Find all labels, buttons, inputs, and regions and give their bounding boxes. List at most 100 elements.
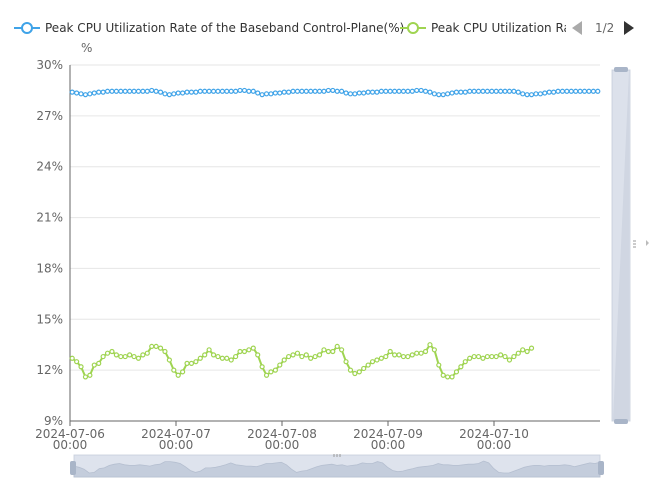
data-point[interactable]: [339, 347, 345, 353]
data-point[interactable]: [82, 374, 89, 380]
data-point[interactable]: [383, 353, 389, 360]
data-point[interactable]: [467, 355, 473, 361]
data-point[interactable]: [564, 88, 570, 94]
data-point[interactable]: [573, 88, 579, 94]
data-point[interactable]: [193, 359, 199, 365]
data-point[interactable]: [325, 87, 331, 94]
data-point[interactable]: [263, 372, 270, 378]
data-point[interactable]: [272, 367, 278, 373]
data-point[interactable]: [206, 88, 212, 94]
data-point[interactable]: [228, 357, 234, 363]
data-point[interactable]: [219, 88, 225, 94]
data-point[interactable]: [184, 89, 190, 95]
data-point[interactable]: [250, 88, 256, 94]
data-point[interactable]: [392, 88, 398, 94]
data-point[interactable]: [369, 359, 376, 365]
data-point[interactable]: [96, 89, 102, 95]
edge-collapse-icon[interactable]: [646, 240, 649, 246]
data-point[interactable]: [96, 360, 102, 366]
data-point[interactable]: [330, 348, 336, 355]
data-point[interactable]: [480, 355, 486, 361]
horizontal-slider-grip-icon[interactable]: [333, 454, 341, 457]
data-point[interactable]: [171, 91, 177, 97]
data-point[interactable]: [449, 374, 455, 380]
data-point[interactable]: [308, 355, 314, 361]
data-point[interactable]: [162, 348, 168, 355]
data-point[interactable]: [586, 88, 592, 94]
data-point[interactable]: [118, 353, 124, 360]
data-point[interactable]: [352, 91, 358, 97]
data-point[interactable]: [511, 353, 517, 360]
data-point[interactable]: [233, 353, 239, 360]
data-point[interactable]: [493, 88, 499, 94]
data-point[interactable]: [458, 364, 464, 370]
data-point[interactable]: [87, 372, 93, 378]
data-point[interactable]: [127, 88, 133, 94]
data-point[interactable]: [493, 353, 499, 360]
data-point[interactable]: [352, 370, 358, 377]
data-point[interactable]: [197, 88, 203, 94]
data-point[interactable]: [524, 348, 530, 355]
legend-prev-icon[interactable]: [572, 21, 582, 35]
data-point[interactable]: [193, 89, 199, 95]
horizontal-slider-handle-left[interactable]: [70, 461, 76, 475]
data-point[interactable]: [210, 88, 217, 94]
data-point[interactable]: [400, 353, 407, 360]
data-point[interactable]: [135, 88, 142, 94]
data-point[interactable]: [184, 360, 190, 366]
data-point[interactable]: [215, 88, 221, 94]
data-point[interactable]: [104, 88, 111, 94]
data-point[interactable]: [475, 88, 482, 94]
data-point[interactable]: [69, 355, 75, 361]
data-point[interactable]: [369, 89, 376, 95]
data-point[interactable]: [321, 347, 327, 353]
data-point[interactable]: [546, 89, 552, 95]
vertical-slider-grip-icon[interactable]: [633, 240, 636, 248]
data-point[interactable]: [330, 87, 336, 94]
data-point[interactable]: [202, 352, 208, 358]
data-point[interactable]: [581, 88, 588, 94]
data-point[interactable]: [489, 353, 495, 360]
data-point[interactable]: [303, 352, 309, 358]
data-point[interactable]: [113, 88, 119, 94]
data-point[interactable]: [149, 87, 155, 94]
data-point[interactable]: [462, 89, 468, 95]
data-point[interactable]: [453, 369, 460, 375]
data-point[interactable]: [440, 372, 446, 378]
data-point[interactable]: [595, 88, 601, 94]
data-point[interactable]: [109, 348, 115, 355]
data-point[interactable]: [118, 88, 124, 94]
data-point[interactable]: [294, 88, 301, 94]
data-point[interactable]: [559, 88, 566, 94]
data-point[interactable]: [422, 348, 429, 355]
data-point[interactable]: [188, 89, 195, 95]
data-point[interactable]: [277, 90, 283, 96]
data-point[interactable]: [316, 352, 323, 358]
data-point[interactable]: [166, 357, 172, 363]
data-point[interactable]: [109, 88, 115, 94]
data-point[interactable]: [312, 88, 318, 94]
data-point[interactable]: [87, 91, 93, 97]
data-point[interactable]: [180, 90, 186, 96]
data-point[interactable]: [157, 345, 164, 351]
data-point[interactable]: [299, 88, 305, 94]
data-point[interactable]: [74, 359, 80, 365]
data-point[interactable]: [356, 90, 362, 96]
data-point[interactable]: [312, 353, 318, 360]
data-point[interactable]: [259, 364, 265, 370]
data-point[interactable]: [175, 90, 181, 96]
data-point[interactable]: [365, 89, 371, 95]
data-point[interactable]: [396, 352, 402, 358]
data-point[interactable]: [436, 362, 442, 368]
data-point[interactable]: [91, 90, 97, 96]
data-point[interactable]: [475, 353, 482, 360]
data-point[interactable]: [215, 353, 221, 360]
data-point[interactable]: [263, 91, 270, 97]
data-point[interactable]: [524, 92, 530, 98]
data-point[interactable]: [409, 352, 415, 358]
data-point[interactable]: [427, 89, 433, 95]
data-point[interactable]: [241, 348, 248, 355]
data-point[interactable]: [471, 353, 477, 360]
data-point[interactable]: [144, 88, 150, 94]
data-point[interactable]: [400, 88, 407, 94]
